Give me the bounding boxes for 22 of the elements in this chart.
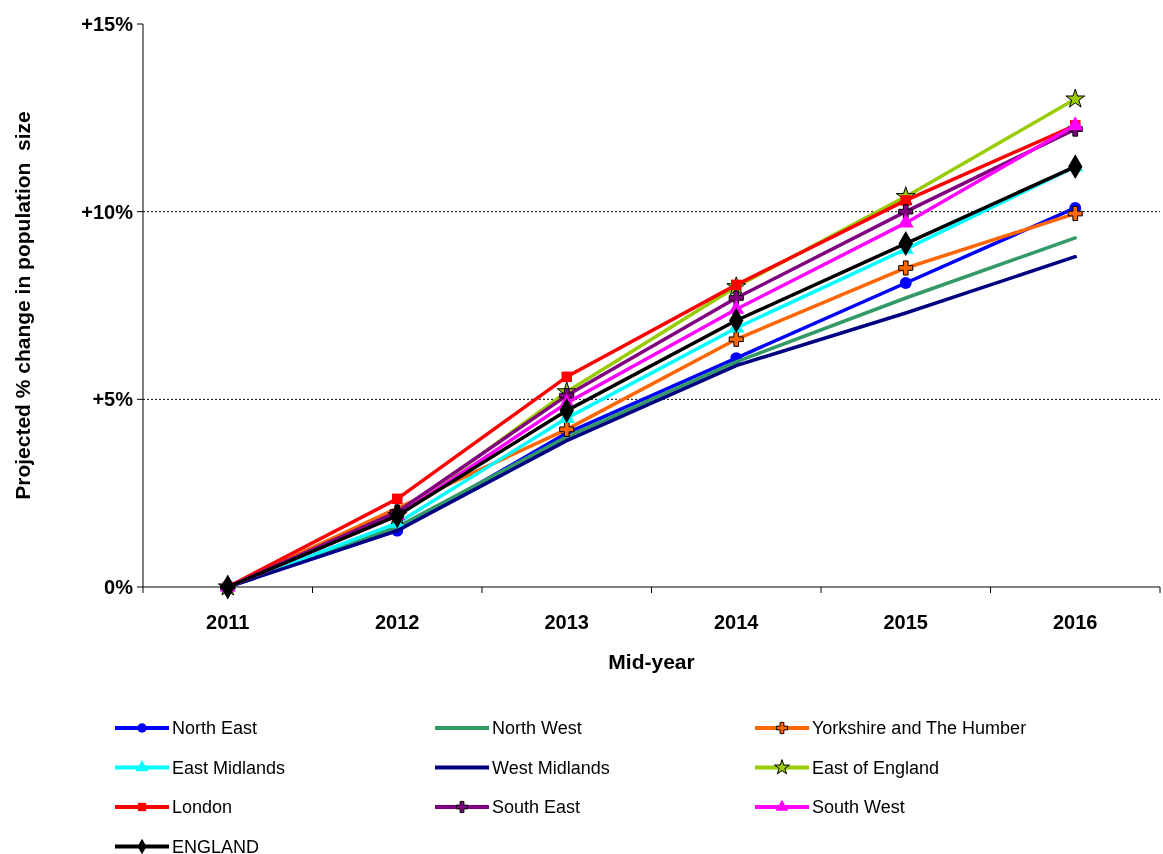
- x-axis-title: Mid-year: [608, 650, 695, 673]
- x-tick-label: 2013: [544, 611, 589, 633]
- legend-label: Yorkshire and The Humber: [812, 718, 1027, 739]
- x-tick-label: 2011: [206, 611, 250, 633]
- x-tick-label: 2016: [1053, 611, 1098, 633]
- legend-label: South East: [492, 797, 581, 818]
- legend-label: West Midlands: [492, 757, 610, 778]
- y-tick-label: +15%: [81, 13, 134, 35]
- legend-label: London: [172, 797, 233, 818]
- legend-label: East of England: [812, 757, 940, 778]
- legend-label: ENGLAND: [172, 836, 260, 854]
- legend-label: East Midlands: [172, 757, 286, 778]
- legend-label: North West: [492, 718, 582, 739]
- x-tick-label: 2015: [883, 611, 928, 633]
- y-tick-label: +10%: [81, 200, 134, 223]
- legend-label: South West: [812, 797, 905, 818]
- y-tick-label: +5%: [92, 388, 134, 411]
- legend-label: North East: [172, 718, 258, 739]
- y-tick-label: 0%: [104, 576, 134, 598]
- x-tick-label: 2012: [375, 611, 420, 633]
- x-tick-label: 2014: [714, 611, 760, 633]
- y-axis-title: Projected % change in population size: [11, 111, 34, 500]
